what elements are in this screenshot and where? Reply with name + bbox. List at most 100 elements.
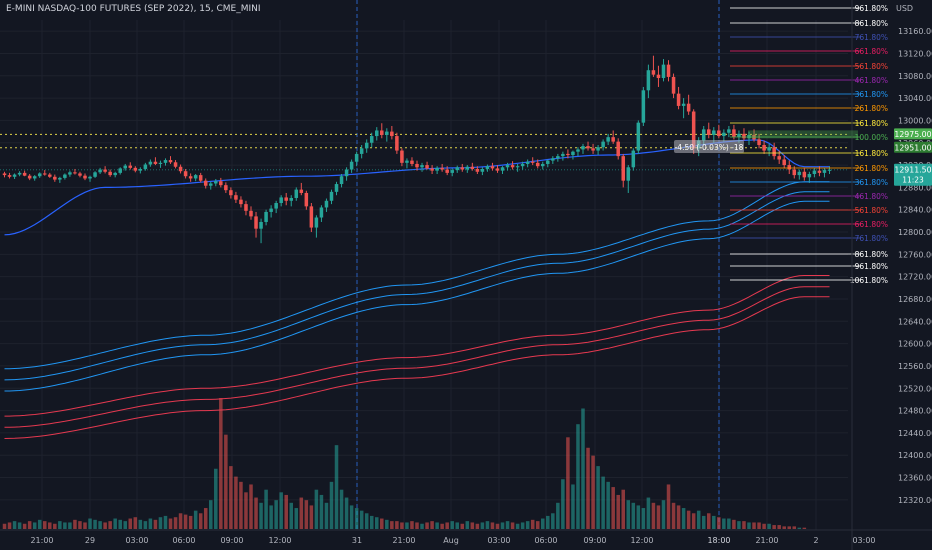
candle[interactable]: [722, 129, 726, 142]
candle[interactable]: [395, 132, 399, 154]
candle[interactable]: [495, 165, 500, 173]
candle[interactable]: [812, 168, 817, 178]
candle[interactable]: [329, 189, 334, 205]
candle[interactable]: [369, 132, 374, 148]
candle[interactable]: [299, 182, 304, 196]
candle[interactable]: [520, 161, 525, 170]
candle[interactable]: [772, 142, 776, 160]
candle[interactable]: [234, 191, 238, 204]
candle[interactable]: [515, 163, 520, 172]
candle[interactable]: [153, 157, 158, 166]
candle[interactable]: [339, 173, 344, 188]
candle[interactable]: [596, 144, 600, 156]
candle[interactable]: [289, 195, 294, 207]
candle[interactable]: [676, 86, 681, 110]
candle[interactable]: [133, 166, 138, 173]
currency-label[interactable]: USD: [896, 4, 914, 13]
candle[interactable]: [661, 59, 666, 82]
candle[interactable]: [490, 162, 495, 171]
candle[interactable]: [239, 196, 243, 208]
candle[interactable]: [546, 159, 550, 168]
candle[interactable]: [123, 163, 128, 171]
candle[interactable]: [646, 64, 651, 99]
candle[interactable]: [586, 141, 590, 151]
candle[interactable]: [364, 139, 369, 153]
candle[interactable]: [48, 172, 52, 178]
candle[interactable]: [113, 171, 117, 178]
candle[interactable]: [284, 192, 288, 206]
candle[interactable]: [581, 143, 585, 154]
candle[interactable]: [440, 163, 444, 172]
fib-level[interactable]: 1061.80%: [730, 276, 888, 285]
fib-level[interactable]: 961.80%: [730, 262, 888, 271]
candle[interactable]: [616, 138, 620, 160]
candle[interactable]: [173, 160, 178, 169]
candle[interactable]: [12, 173, 17, 180]
candle[interactable]: [349, 159, 354, 173]
candle[interactable]: [27, 173, 32, 181]
candle[interactable]: [269, 205, 273, 218]
candle[interactable]: [485, 164, 490, 172]
candle[interactable]: [53, 174, 57, 182]
candle[interactable]: [168, 156, 173, 164]
candle[interactable]: [717, 124, 721, 139]
candle[interactable]: [822, 168, 827, 178]
candle[interactable]: [540, 161, 545, 170]
candle[interactable]: [611, 130, 615, 144]
candle[interactable]: [465, 165, 470, 173]
candle[interactable]: [827, 166, 832, 174]
fib-level[interactable]: 361.80%: [730, 90, 888, 99]
candle[interactable]: [641, 86, 646, 127]
candle[interactable]: [656, 65, 661, 87]
candle[interactable]: [354, 151, 359, 167]
candle[interactable]: [93, 171, 97, 178]
candle[interactable]: [651, 55, 656, 77]
candle[interactable]: [178, 164, 183, 174]
candle[interactable]: [148, 159, 153, 167]
candle[interactable]: [198, 172, 203, 183]
candle[interactable]: [787, 160, 792, 174]
candle[interactable]: [219, 177, 223, 188]
candle[interactable]: [706, 122, 711, 139]
candle[interactable]: [445, 166, 449, 176]
fib-level[interactable]: 861.80%: [730, 19, 888, 28]
candle[interactable]: [183, 168, 188, 179]
candle[interactable]: [344, 167, 349, 181]
fib-level[interactable]: 661.80%: [730, 220, 888, 229]
candle[interactable]: [400, 148, 404, 167]
fib-level[interactable]: 261.80%: [730, 164, 888, 173]
candle[interactable]: [359, 144, 364, 159]
candle[interactable]: [681, 98, 686, 119]
candle[interactable]: [158, 160, 163, 168]
candle[interactable]: [2, 171, 7, 178]
candle[interactable]: [425, 161, 429, 170]
candle[interactable]: [727, 126, 731, 138]
candle[interactable]: [224, 182, 228, 193]
candle[interactable]: [525, 159, 530, 168]
fib-level[interactable]: 861.80%: [730, 250, 888, 259]
candle[interactable]: [636, 120, 641, 154]
candle[interactable]: [37, 172, 42, 178]
candle[interactable]: [797, 169, 802, 180]
symbol-title[interactable]: E-MINI NASDAQ-100 FUTURES (SEP 2022), 15…: [6, 4, 261, 14]
candle[interactable]: [390, 126, 394, 140]
candle[interactable]: [470, 162, 475, 171]
candle[interactable]: [274, 200, 278, 214]
candle[interactable]: [314, 215, 319, 238]
fib-level[interactable]: 461.80%: [730, 76, 888, 85]
candle[interactable]: [17, 171, 22, 177]
fib-level[interactable]: 561.80%: [730, 206, 888, 215]
fib-level[interactable]: 661.80%: [730, 47, 888, 56]
candle[interactable]: [73, 168, 77, 175]
candle[interactable]: [757, 133, 761, 149]
candle[interactable]: [571, 150, 575, 160]
candle[interactable]: [556, 153, 560, 162]
candle[interactable]: [561, 151, 565, 161]
candle[interactable]: [762, 140, 766, 154]
candle[interactable]: [505, 162, 510, 171]
candle[interactable]: [450, 168, 454, 177]
candle[interactable]: [108, 169, 112, 177]
candle[interactable]: [460, 163, 465, 172]
candle[interactable]: [294, 187, 299, 201]
